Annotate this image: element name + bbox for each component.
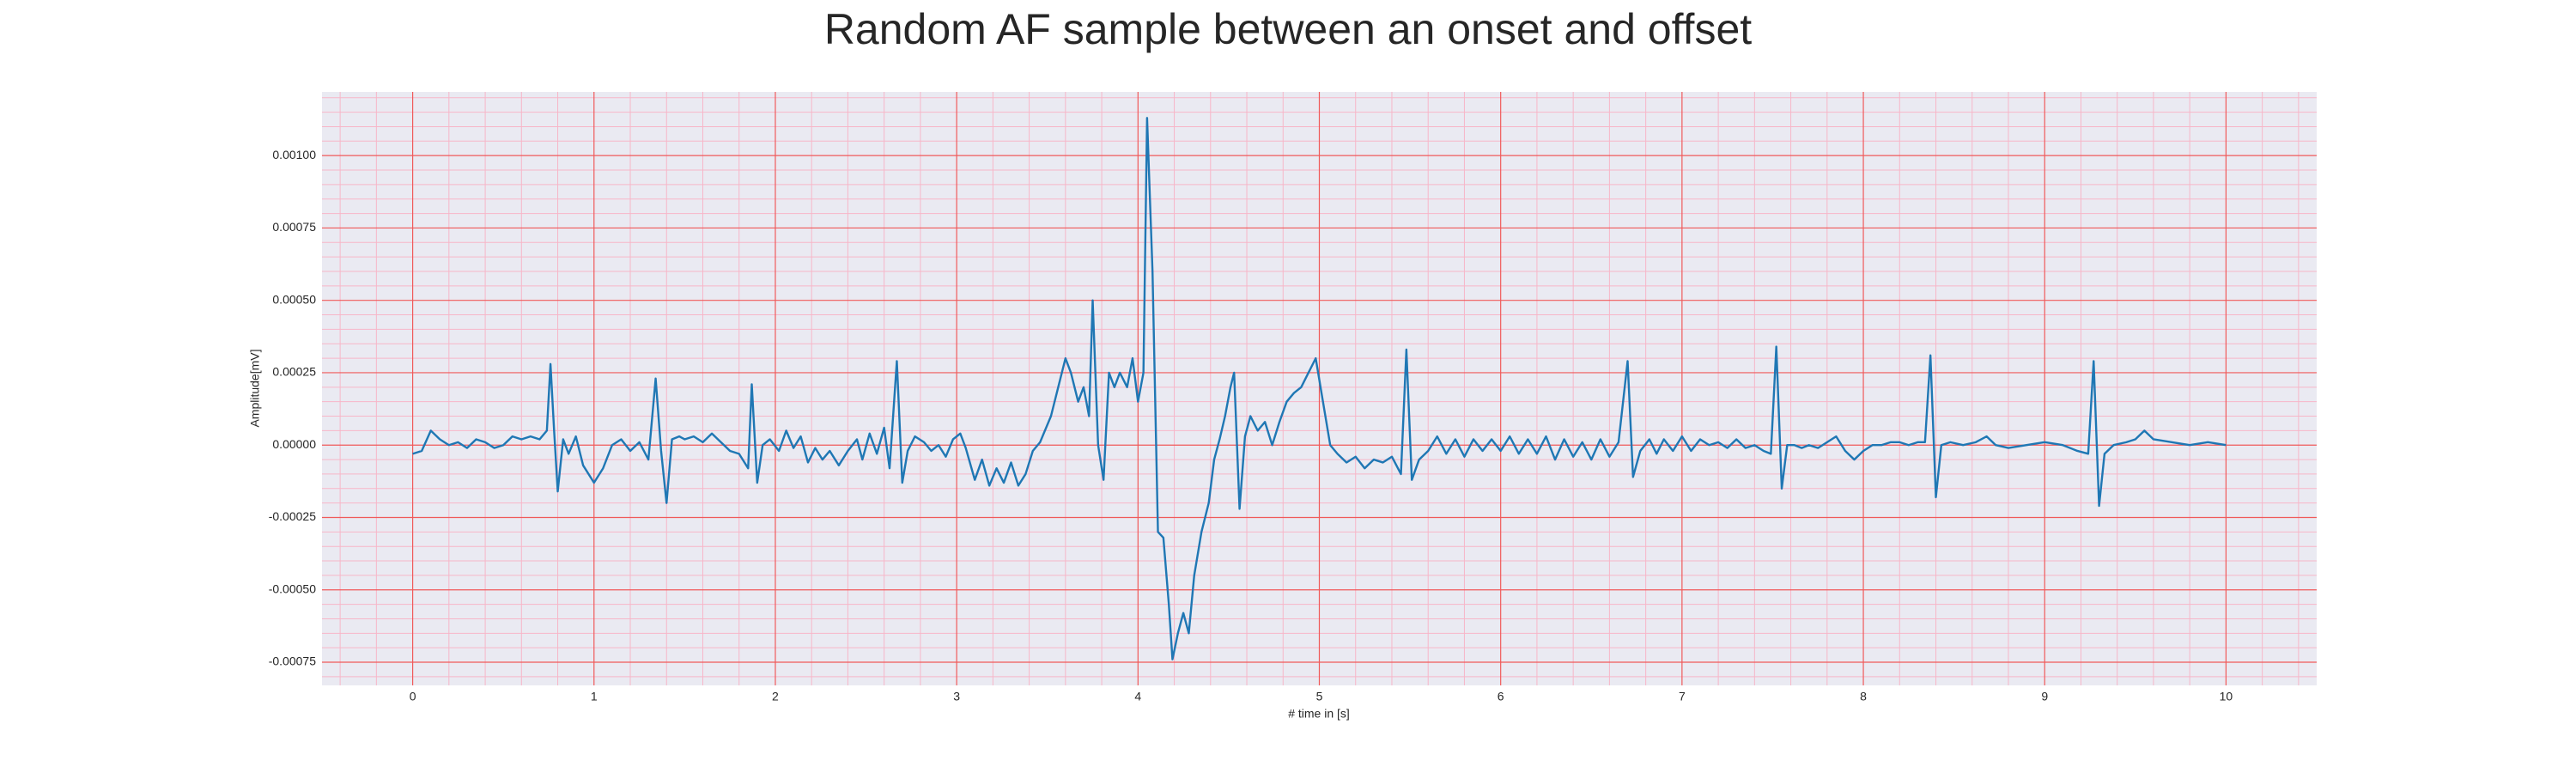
y-tick-label: 0.00075 (272, 220, 316, 234)
x-tick-label: 5 (1316, 690, 1323, 703)
line-series (412, 117, 2227, 660)
grid (322, 92, 2317, 685)
x-tick-label: 6 (1498, 690, 1504, 703)
y-tick-label: 0.00050 (272, 292, 316, 306)
y-tick-label: 0.00000 (272, 437, 316, 451)
x-axis-label: # time in [s] (1288, 707, 1350, 721)
y-tick-label: -0.00075 (269, 654, 316, 668)
x-tick-label: 0 (410, 690, 416, 703)
y-tick-label: 0.00100 (272, 148, 316, 161)
y-tick-label: -0.00050 (269, 581, 316, 595)
x-tick-label: 10 (2220, 690, 2233, 703)
x-tick-label: 4 (1134, 690, 1141, 703)
x-tick-label: 7 (1679, 690, 1686, 703)
y-tick-label: -0.00025 (269, 509, 316, 523)
x-tick-label: 3 (953, 690, 960, 703)
x-tick-label: 9 (2041, 690, 2048, 703)
y-axis-label: Amplitude[mV] (248, 349, 262, 427)
marks (412, 117, 2227, 660)
x-tick-label: 8 (1860, 690, 1867, 703)
x-tick-label: 1 (591, 690, 598, 703)
chart-title: Random AF sample between an onset and of… (824, 5, 1752, 53)
y-tick-label: 0.00025 (272, 365, 316, 379)
x-tick-label: 2 (772, 690, 779, 703)
